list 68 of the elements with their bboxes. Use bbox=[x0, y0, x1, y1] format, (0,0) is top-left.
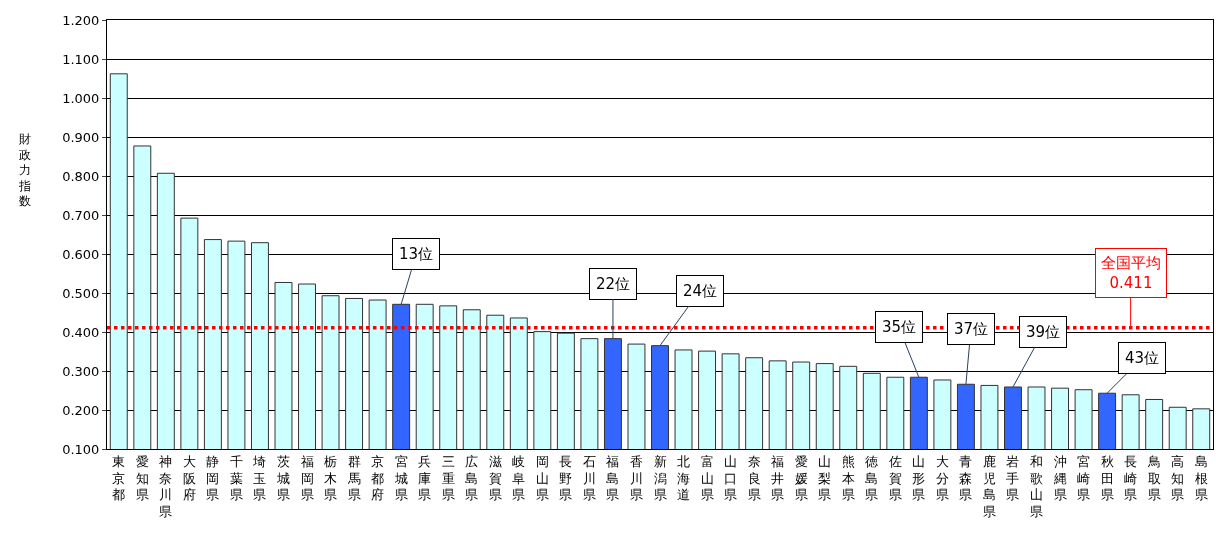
y-tick-label: 0.700 bbox=[62, 207, 100, 223]
annotation: 35位 bbox=[882, 318, 917, 336]
x-tick-label: 福岡県 bbox=[300, 453, 314, 503]
x-tick-label: 石川県 bbox=[582, 453, 596, 503]
x-tick-label: 富山県 bbox=[700, 453, 714, 503]
x-tick-label: 福井県 bbox=[771, 453, 785, 503]
x-tick-label: 北海道 bbox=[677, 453, 691, 503]
x-tick-label: 高知県 bbox=[1171, 453, 1185, 503]
x-tick-label: 大分県 bbox=[935, 453, 949, 503]
x-tick-label: 大阪府 bbox=[182, 453, 196, 503]
x-tick-label: 東京都 bbox=[112, 453, 126, 503]
x-tick-label: 長野県 bbox=[559, 453, 573, 503]
x-tick-label: 群馬県 bbox=[346, 453, 361, 503]
x-tick-label: 岐阜県 bbox=[512, 453, 526, 503]
y-tick-label: 1.000 bbox=[62, 90, 100, 106]
x-tick-label: 神奈川県 bbox=[159, 453, 173, 520]
x-tick-label: 山形県 bbox=[912, 453, 926, 503]
x-tick-label: 栃木県 bbox=[324, 453, 338, 503]
x-tick-label: 兵庫県 bbox=[418, 453, 432, 503]
ref-line-label: 全国平均 0.411 bbox=[1101, 254, 1161, 292]
x-tick-label: 岩手県 bbox=[1006, 453, 1020, 503]
x-tick-label: 山梨県 bbox=[818, 453, 832, 503]
x-tick-label: 茨城県 bbox=[275, 453, 290, 503]
x-tick-label: 京都府 bbox=[371, 453, 385, 503]
x-tick-label: 宮崎県 bbox=[1077, 453, 1091, 503]
y-tick-label: 0.800 bbox=[62, 168, 100, 184]
x-tick-label: 鹿児島県 bbox=[982, 453, 996, 520]
y-tick-label: 0.600 bbox=[62, 246, 100, 262]
annotation: 22位 bbox=[596, 275, 631, 293]
x-tick-label: 滋賀県 bbox=[488, 453, 502, 503]
annotation: 43位 bbox=[1125, 349, 1160, 367]
x-tick-label: 愛媛県 bbox=[794, 453, 808, 503]
x-tick-label: 青森県 bbox=[959, 453, 973, 503]
x-tick-label: 奈良県 bbox=[747, 453, 761, 503]
y-tick-label: 0.900 bbox=[62, 129, 100, 145]
x-tick-label: 沖縄県 bbox=[1052, 453, 1067, 503]
x-tick-label: 熊本県 bbox=[841, 453, 855, 503]
x-tick-label: 岡山県 bbox=[535, 453, 549, 503]
annotation: 24位 bbox=[683, 282, 718, 300]
x-tick-label: 香川県 bbox=[629, 453, 643, 503]
y-tick-label: 0.200 bbox=[62, 402, 100, 418]
annotation: 13位 bbox=[399, 245, 434, 263]
annotation: 39位 bbox=[1026, 323, 1061, 341]
annotation: 37位 bbox=[954, 320, 989, 338]
x-tick-label: 埼玉県 bbox=[252, 453, 267, 503]
y-tick-label: 1.200 bbox=[62, 12, 100, 28]
x-tick-label: 新潟県 bbox=[653, 453, 667, 503]
x-tick-label: 山口県 bbox=[724, 453, 738, 503]
y-tick-label: 0.400 bbox=[62, 324, 100, 340]
x-tick-label: 広島県 bbox=[465, 453, 479, 503]
x-tick-label: 静岡県 bbox=[206, 453, 220, 503]
x-tick-label: 長崎県 bbox=[1124, 453, 1138, 503]
x-tick-label: 宮城県 bbox=[393, 453, 408, 503]
x-tick-label: 佐賀県 bbox=[888, 453, 902, 503]
x-tick-label: 千葉県 bbox=[229, 453, 243, 503]
x-tick-label: 鳥取県 bbox=[1146, 453, 1161, 503]
y-tick-label: 0.500 bbox=[62, 285, 100, 301]
y-tick-label: 0.100 bbox=[62, 441, 100, 457]
x-tick-label: 島根県 bbox=[1194, 453, 1208, 503]
x-tick-label: 徳島県 bbox=[865, 453, 879, 503]
x-tick-label: 和歌山県 bbox=[1030, 453, 1044, 520]
y-axis-title: 財政力指数 bbox=[18, 132, 31, 209]
y-tick-label: 1.100 bbox=[62, 51, 100, 67]
x-tick-label: 秋田県 bbox=[1100, 453, 1114, 503]
x-tick-label: 福島県 bbox=[606, 453, 620, 503]
y-tick-label: 0.300 bbox=[62, 363, 100, 379]
x-tick-label: 三重県 bbox=[441, 453, 455, 503]
x-tick-label: 愛知県 bbox=[135, 453, 149, 503]
